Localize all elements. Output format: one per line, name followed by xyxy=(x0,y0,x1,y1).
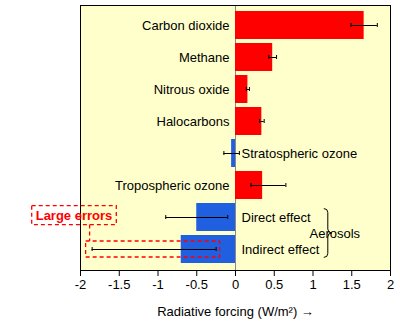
svg-text:-1.5: -1.5 xyxy=(108,277,130,292)
svg-text:0: 0 xyxy=(232,277,239,292)
svg-text:Radiative forcing (W/m²) →: Radiative forcing (W/m²) → xyxy=(157,304,314,319)
svg-text:Methane: Methane xyxy=(179,50,230,65)
svg-text:1: 1 xyxy=(309,277,316,292)
svg-text:Tropospheric ozone: Tropospheric ozone xyxy=(115,178,229,193)
svg-text:1.5: 1.5 xyxy=(343,277,361,292)
svg-text:0.5: 0.5 xyxy=(265,277,283,292)
svg-text:2: 2 xyxy=(387,277,394,292)
svg-text:-2: -2 xyxy=(75,277,87,292)
svg-text:Large errors: Large errors xyxy=(36,208,113,223)
svg-text:Aerosols: Aerosols xyxy=(310,226,361,241)
svg-text:Halocarbons: Halocarbons xyxy=(157,114,230,129)
svg-text:Direct effect: Direct effect xyxy=(242,210,312,225)
svg-text:-1: -1 xyxy=(152,277,164,292)
svg-text:-0.5: -0.5 xyxy=(186,277,208,292)
svg-text:Stratospheric ozone: Stratospheric ozone xyxy=(242,146,358,161)
svg-text:Nitrous oxide: Nitrous oxide xyxy=(154,82,230,97)
svg-text:Indirect effect: Indirect effect xyxy=(242,242,320,257)
svg-text:Carbon dioxide: Carbon dioxide xyxy=(142,18,229,33)
